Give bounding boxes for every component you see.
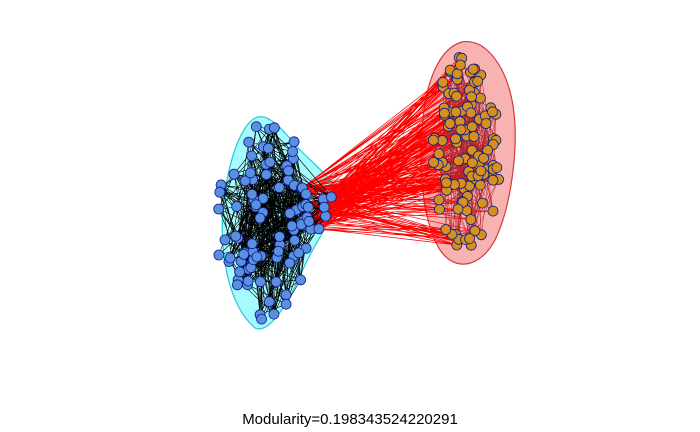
left-node <box>280 289 292 301</box>
left-node <box>283 165 295 177</box>
left-node <box>219 234 231 246</box>
left-node <box>288 136 300 148</box>
right-node <box>469 225 481 237</box>
right-node <box>465 214 477 225</box>
left-node <box>213 203 225 215</box>
left-node <box>295 274 307 286</box>
left-node <box>289 234 301 246</box>
left-node <box>238 248 250 260</box>
left-node <box>231 201 243 212</box>
right-node <box>474 179 486 191</box>
left-node <box>254 276 266 288</box>
right-node <box>438 107 450 119</box>
right-node <box>464 233 476 245</box>
left-node <box>256 313 268 325</box>
right-node <box>487 106 498 118</box>
left-node <box>302 201 314 213</box>
right-node <box>465 107 477 119</box>
left-node <box>286 220 298 232</box>
left-node <box>284 207 296 219</box>
right-node <box>468 131 480 142</box>
right-node <box>476 197 488 209</box>
right-node <box>433 194 445 206</box>
left-node <box>243 136 255 148</box>
left-node <box>214 186 226 198</box>
right-node <box>454 59 466 71</box>
left-node <box>262 142 274 154</box>
right-node <box>487 205 499 217</box>
right-node <box>475 92 486 104</box>
right-node <box>453 155 464 167</box>
left-node <box>260 169 272 181</box>
right-node <box>437 76 449 88</box>
right-node <box>455 124 467 136</box>
left-node <box>246 238 258 250</box>
right-node <box>467 63 479 75</box>
right-node <box>480 118 492 129</box>
left-node <box>250 199 262 211</box>
right-node <box>466 91 477 103</box>
left-node <box>228 168 240 180</box>
right-node <box>428 156 440 168</box>
left-node <box>273 182 285 193</box>
left-node <box>230 230 242 242</box>
left-node <box>246 150 258 162</box>
left-node <box>270 276 282 288</box>
right-node <box>440 224 452 235</box>
left-node <box>251 251 263 263</box>
left-node <box>231 279 243 291</box>
left-node <box>325 191 337 203</box>
right-node <box>487 174 499 186</box>
graph-nodes <box>213 52 505 325</box>
right-node <box>427 134 439 146</box>
left-node <box>280 298 292 310</box>
right-node <box>466 157 478 169</box>
left-node <box>268 308 280 320</box>
right-node <box>466 121 478 133</box>
right-node <box>472 75 484 87</box>
left-node <box>272 245 284 257</box>
left-node <box>246 188 258 200</box>
left-node <box>318 201 330 213</box>
right-node <box>478 152 490 164</box>
left-node <box>264 156 276 168</box>
right-node <box>434 203 445 215</box>
left-node <box>250 121 262 133</box>
left-node <box>268 122 280 134</box>
right-node <box>450 106 462 118</box>
right-node <box>440 177 452 189</box>
left-node <box>320 210 332 222</box>
left-node <box>287 146 299 157</box>
right-node <box>433 148 445 160</box>
left-node <box>303 215 315 227</box>
right-node <box>475 165 487 177</box>
right-node <box>451 90 463 102</box>
between-community-edges <box>301 57 499 246</box>
left-node <box>274 231 286 243</box>
left-node <box>234 266 246 278</box>
left-node <box>263 296 275 308</box>
left-node <box>244 167 256 179</box>
right-node <box>436 135 448 146</box>
left-node <box>224 252 236 264</box>
left-node <box>239 175 251 187</box>
right-node <box>450 133 462 145</box>
modularity-caption: Modularity=0.198343524220291 <box>242 411 458 428</box>
left-node <box>313 223 325 235</box>
left-node <box>293 247 305 259</box>
left-node <box>284 257 296 269</box>
left-node <box>213 249 225 261</box>
right-node <box>452 203 464 215</box>
left-node <box>300 188 312 200</box>
between-edge-bundle <box>301 57 499 246</box>
right-node <box>491 162 503 174</box>
left-node <box>242 275 254 287</box>
left-node <box>254 212 266 224</box>
